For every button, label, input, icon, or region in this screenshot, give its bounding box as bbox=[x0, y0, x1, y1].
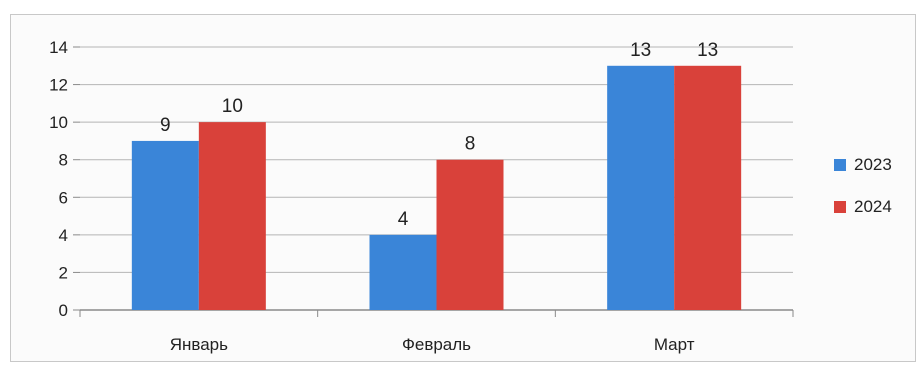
x-tick-label: Январь bbox=[170, 335, 228, 354]
x-tick-label: Март bbox=[654, 335, 695, 354]
bars bbox=[131, 65, 742, 311]
y-axis-ticks: 0 2 4 6 8 10 12 14 bbox=[49, 38, 68, 320]
data-label: 9 bbox=[160, 115, 171, 136]
bar-2024-0 bbox=[198, 122, 266, 311]
y-tick-label: 0 bbox=[59, 301, 68, 320]
x-axis-ticks: Январь Февраль Март bbox=[170, 335, 695, 354]
legend-item-2023: 2023 bbox=[834, 154, 892, 176]
data-label: 10 bbox=[222, 96, 243, 117]
legend-swatch-2024 bbox=[834, 201, 846, 213]
bar-2023-0 bbox=[131, 140, 199, 310]
y-tick-label: 10 bbox=[49, 113, 68, 132]
data-label: 13 bbox=[697, 40, 718, 61]
legend-label-2024: 2024 bbox=[854, 197, 892, 216]
data-label: 8 bbox=[465, 134, 476, 155]
data-label: 4 bbox=[398, 209, 409, 230]
x-tick-label: Февраль bbox=[402, 335, 471, 354]
chart-legend: 2023 2024 bbox=[834, 154, 892, 238]
bar-2024-2 bbox=[674, 65, 742, 311]
legend-swatch-2023 bbox=[834, 159, 846, 171]
bar-2023-2 bbox=[607, 65, 675, 311]
y-tick-label: 4 bbox=[59, 226, 68, 245]
y-tick-label: 14 bbox=[49, 38, 68, 57]
bar-2024-1 bbox=[436, 159, 504, 310]
y-tick-label: 6 bbox=[59, 188, 68, 207]
data-label: 13 bbox=[630, 40, 651, 61]
bar-2023-1 bbox=[369, 234, 437, 310]
y-tick-label: 12 bbox=[49, 76, 68, 95]
y-tick-label: 8 bbox=[59, 151, 68, 170]
legend-label-2023: 2023 bbox=[854, 155, 892, 174]
data-labels: 9 10 4 8 13 13 bbox=[160, 40, 718, 230]
y-tick-label: 2 bbox=[59, 263, 68, 282]
legend-item-2024: 2024 bbox=[834, 196, 892, 218]
